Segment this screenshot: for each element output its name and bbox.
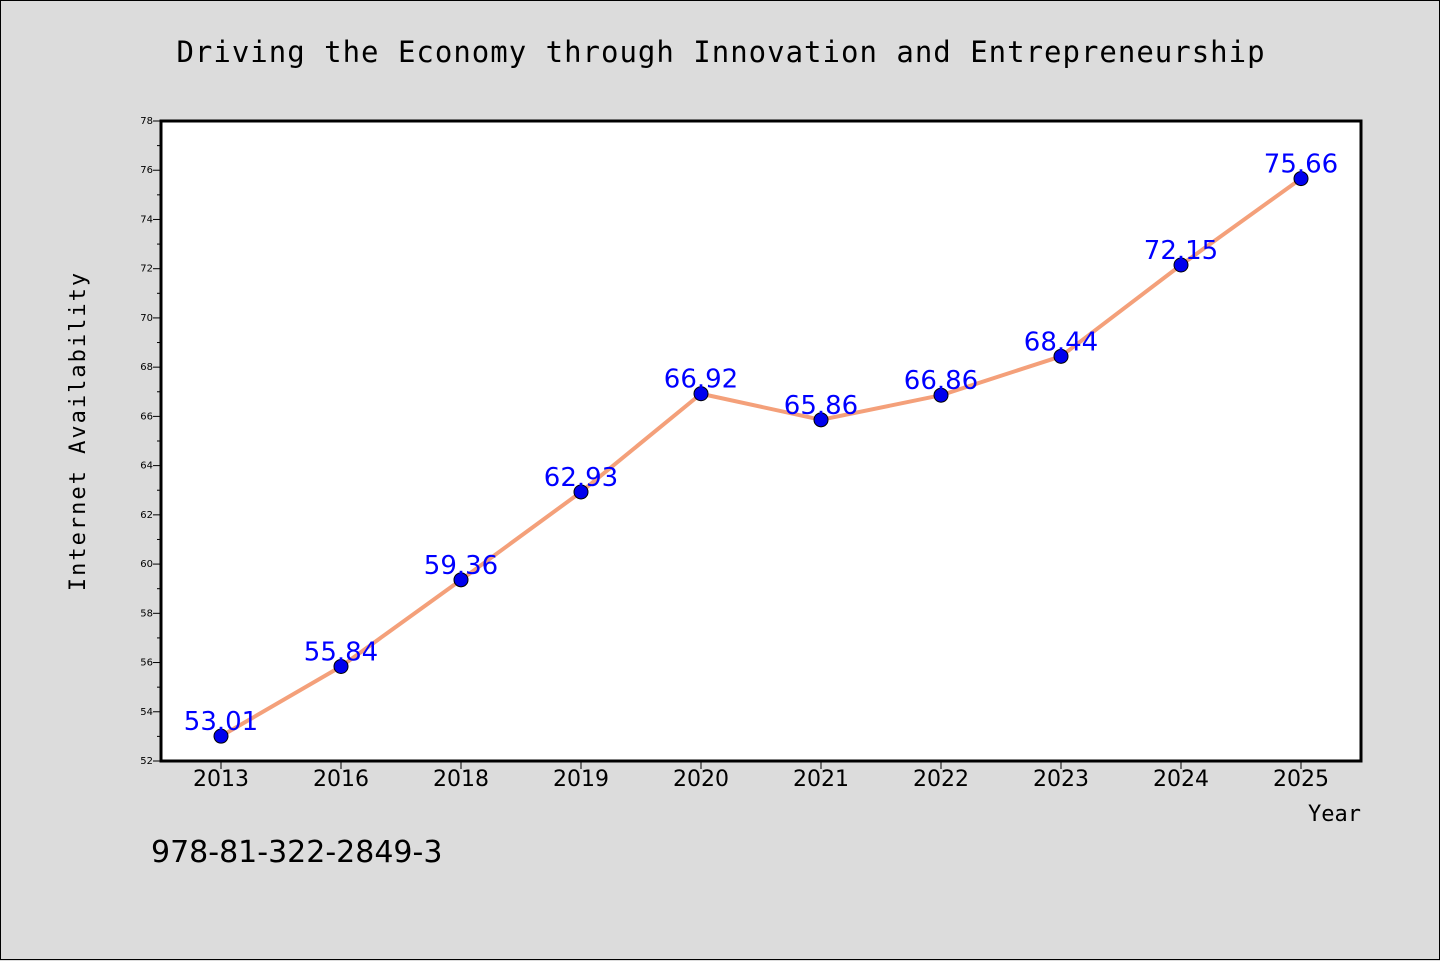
x-tick-label: 2013 (193, 767, 249, 792)
data-point (1293, 171, 1309, 187)
x-tick-label: 2023 (1033, 767, 1089, 792)
y-tick-label: 76 (140, 165, 153, 176)
x-tick-label: 2021 (793, 767, 849, 792)
chart-title: Driving the Economy through Innovation a… (176, 35, 1266, 69)
y-tick-label: 74 (140, 214, 153, 225)
y-tick-label: 68 (140, 362, 153, 373)
y-tick-label: 78 (140, 116, 153, 127)
series-line (219, 176, 1303, 739)
data-point (813, 412, 829, 428)
y-tick-label: 66 (140, 411, 153, 422)
x-tick-label: 2022 (913, 767, 969, 792)
data-point (453, 572, 469, 588)
x-tick-label: 2025 (1273, 767, 1329, 792)
data-point (933, 387, 949, 403)
data-label: 66.86 (904, 366, 978, 396)
x-tick-label: 2019 (553, 767, 609, 792)
x-tick-label: 2024 (1153, 767, 1209, 792)
data-label: 68.44 (1024, 327, 1098, 357)
y-tick-label: 52 (140, 756, 153, 767)
y-tick-label: 56 (140, 658, 153, 669)
data-point (1053, 348, 1069, 364)
data-point (573, 484, 589, 500)
data-label: 53.01 (184, 707, 258, 737)
data-point (333, 658, 349, 674)
x-tick-label: 2018 (433, 767, 489, 792)
x-tick-label: 2020 (673, 767, 729, 792)
y-tick-label: 64 (140, 461, 153, 472)
y-tick-label: 62 (140, 510, 153, 521)
data-label: 55.84 (304, 637, 378, 667)
data-label: 65.86 (784, 391, 858, 421)
y-tick-label: 54 (140, 707, 153, 718)
data-label: 66.92 (664, 365, 738, 395)
y-tick-label: 70 (140, 313, 153, 324)
data-label: 72.15 (1144, 236, 1218, 266)
x-tick-label: 2016 (313, 767, 369, 792)
x-axis-title: Year (1308, 802, 1361, 827)
isbn-footer: 978-81-322-2849-3 (151, 835, 443, 870)
data-point (213, 728, 229, 744)
data-label: 75.66 (1264, 150, 1338, 180)
data-point (693, 386, 709, 402)
data-point (1173, 257, 1189, 273)
data-label: 62.93 (544, 463, 618, 493)
y-axis-title: Internet Availability (66, 271, 91, 591)
y-tick-label: 58 (140, 608, 153, 619)
y-tick-label: 60 (140, 559, 153, 570)
data-label: 59.36 (424, 551, 498, 581)
y-tick-label: 72 (140, 264, 153, 275)
